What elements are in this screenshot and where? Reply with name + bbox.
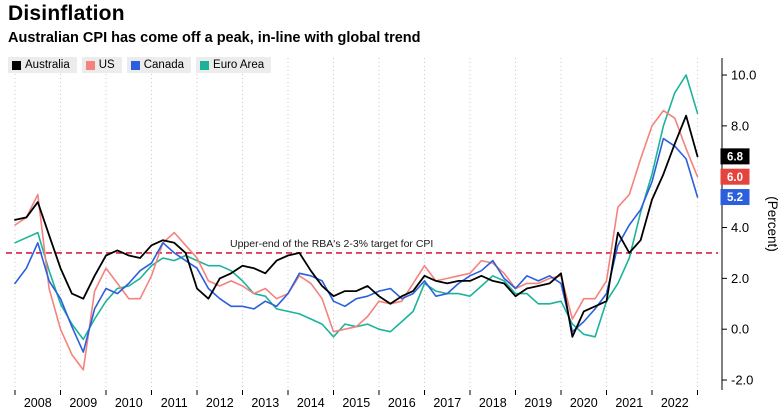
legend-label-canada: Canada	[143, 59, 185, 71]
legend-swatch-euro-area	[200, 60, 210, 70]
y-axis-title: (Percent)	[765, 196, 780, 252]
x-axis-label: 2014	[297, 396, 325, 410]
x-axis-label: 2009	[69, 396, 97, 410]
x-axis-label: 2019	[524, 396, 552, 410]
end-label-box-canada	[720, 189, 750, 206]
legend: Australia US Canada Euro Area	[8, 57, 272, 73]
x-axis-label: 2012	[206, 396, 234, 410]
x-axis-label: 2010	[115, 396, 143, 410]
end-label-us: 6.0	[727, 172, 743, 184]
end-label-australia: 6.8	[727, 152, 744, 164]
x-axis-label: 2013	[251, 396, 279, 410]
x-axis-label: 2011	[161, 396, 188, 410]
legend-item-australia: Australia	[8, 57, 77, 73]
series-line-euro-area	[14, 74, 699, 341]
y-axis-label: 4.0	[731, 220, 749, 235]
series-line-canada	[14, 137, 699, 353]
x-axis-label: 2015	[342, 396, 370, 410]
legend-swatch-us	[85, 60, 95, 70]
legend-label-euro-area: Euro Area	[213, 59, 265, 71]
y-axis-label: 0.0	[731, 322, 749, 337]
chart-subtitle: Australian CPI has come off a peak, in-l…	[8, 30, 421, 46]
legend-swatch-canada	[130, 60, 140, 70]
y-axis-label: 2.0	[731, 271, 749, 286]
x-axis-label: 2017	[433, 396, 461, 410]
x-axis-label: 2021	[615, 396, 643, 410]
legend-label-australia: Australia	[25, 59, 70, 71]
legend-item-us: US	[81, 57, 122, 73]
series-line-us	[14, 109, 699, 371]
x-axis-label: 2020	[570, 396, 598, 410]
series-line-australia	[14, 114, 699, 338]
legend-swatch-australia	[12, 60, 21, 70]
end-label-box-us	[720, 168, 750, 185]
x-axis-label: 2022	[661, 396, 689, 410]
end-label-box-australia	[720, 148, 750, 165]
x-axis-label: 2016	[388, 396, 416, 410]
x-axis-label: 2018	[479, 396, 507, 410]
legend-item-canada: Canada	[126, 57, 192, 73]
y-axis-label: 10.0	[731, 68, 756, 83]
x-axis-label: 2008	[24, 396, 52, 410]
end-label-canada: 5.2	[727, 192, 743, 204]
legend-label-us: US	[98, 59, 115, 71]
chart-title: Disinflation	[8, 2, 125, 25]
legend-item-euro-area: Euro Area	[196, 57, 272, 73]
y-axis-label: 8.0	[731, 118, 749, 133]
y-axis-label: -2.0	[731, 373, 753, 388]
rba-target-annotation: Upper-end of the RBA's 2-3% target for C…	[230, 238, 433, 250]
